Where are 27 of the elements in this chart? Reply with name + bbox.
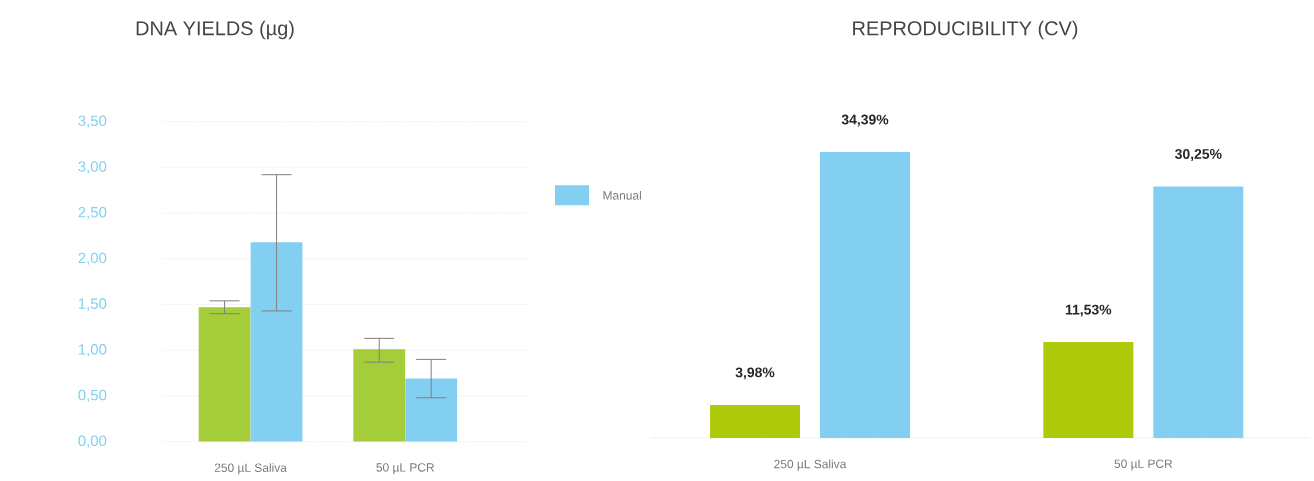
x-tick-label: 50 µL PCR bbox=[1114, 459, 1173, 471]
bar bbox=[710, 404, 801, 438]
data-label: 11,53% bbox=[1065, 304, 1112, 317]
x-tick-label: 250 µL Saliva bbox=[774, 459, 847, 471]
y-tick-label: 3,50 bbox=[78, 115, 107, 128]
data-label: 3,98% bbox=[735, 367, 775, 380]
data-label: 30,25% bbox=[1175, 149, 1222, 161]
bar bbox=[1153, 186, 1244, 438]
bar bbox=[353, 349, 406, 442]
y-tick-label: 0,50 bbox=[78, 389, 107, 403]
y-tick-label: 0,00 bbox=[78, 435, 107, 448]
legend-label: Manual bbox=[603, 190, 641, 200]
chart-title: REPRODUCIBILITY (CV) bbox=[853, 20, 1078, 40]
bar bbox=[1043, 342, 1134, 438]
y-tick-label: 3,00 bbox=[78, 161, 107, 174]
chart-title: DNA YIELDS (µg) bbox=[136, 20, 294, 40]
y-tick-label: 1,00 bbox=[78, 344, 107, 357]
x-tick-label: 50 µL PCR bbox=[376, 463, 435, 475]
bar bbox=[198, 307, 251, 442]
data-label: 34,39% bbox=[841, 114, 889, 127]
x-tick-label: 250 µL Saliva bbox=[214, 463, 287, 475]
bar bbox=[820, 152, 911, 438]
y-tick-label: 2,00 bbox=[78, 252, 107, 265]
y-tick-label: 2,50 bbox=[78, 206, 107, 220]
bar bbox=[250, 242, 303, 442]
bar bbox=[405, 378, 458, 442]
y-tick-label: 1,50 bbox=[78, 298, 107, 311]
